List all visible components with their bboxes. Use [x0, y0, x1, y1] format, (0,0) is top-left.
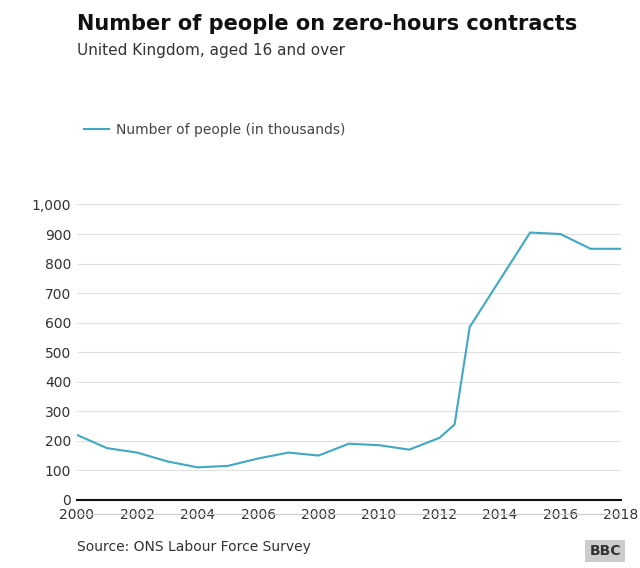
- Text: Source: ONS Labour Force Survey: Source: ONS Labour Force Survey: [77, 540, 310, 554]
- Legend: Number of people (in thousands): Number of people (in thousands): [84, 123, 345, 137]
- Text: BBC: BBC: [589, 544, 621, 558]
- Text: United Kingdom, aged 16 and over: United Kingdom, aged 16 and over: [77, 43, 345, 57]
- Text: Number of people on zero-hours contracts: Number of people on zero-hours contracts: [77, 14, 577, 34]
